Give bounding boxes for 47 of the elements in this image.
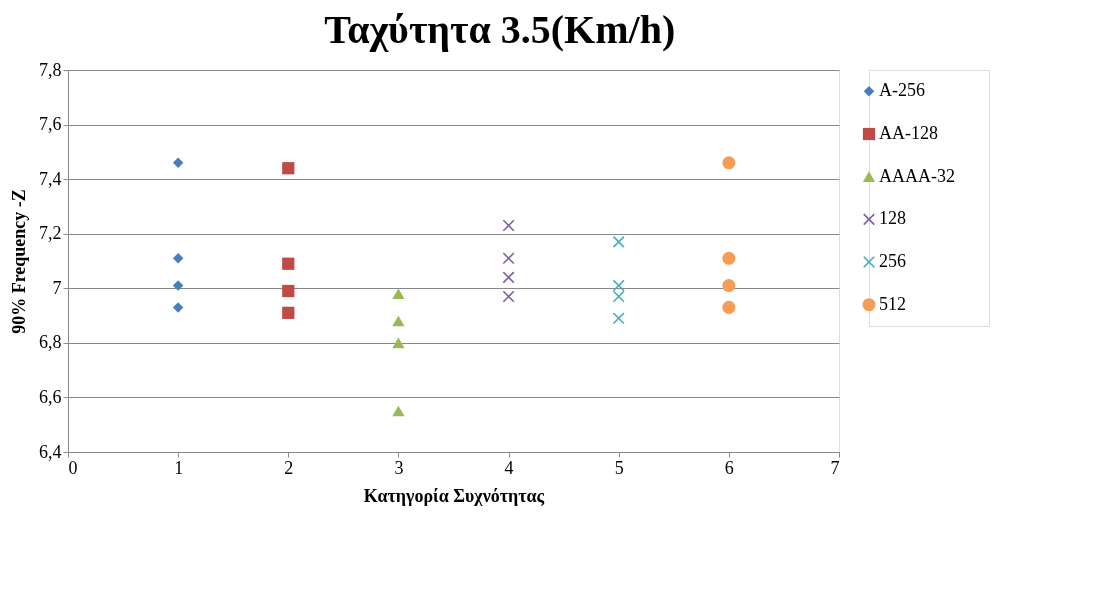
legend-label: 128 [879,208,906,229]
point [392,337,405,349]
y-tick-label: 6,4 [39,441,62,462]
point [172,302,184,313]
legend-label: A-256 [879,80,925,101]
x-axis-title: Κατηγορία Συχνότητας [363,485,545,506]
x-tick-label: 5 [614,457,624,478]
point [392,405,405,417]
point [722,251,736,265]
legend-label: AA-128 [879,123,938,143]
point [392,315,405,327]
point [722,300,736,314]
y-tick-label: 7,2 [39,223,62,244]
point [612,235,625,248]
legend-label: 256 [879,251,906,271]
point [722,156,736,170]
point [612,312,625,325]
y-tick-label: 7,4 [39,168,62,189]
x-tick-label: 6 [724,457,734,478]
point [282,306,295,319]
y-tick-label: 6,6 [39,386,62,407]
point [722,279,736,293]
point [502,252,515,265]
x-tick-label: 7 [830,457,840,478]
legend-label: 512 [879,293,906,314]
point [282,284,295,298]
legend-label: AAAA-32 [879,165,955,186]
point [172,157,184,169]
point [172,253,184,264]
x-tick-label: 4 [504,457,514,478]
point [502,271,515,284]
chart-title: Ταχύτητα 3.5(Km/h) [324,6,676,52]
y-tick-label: 7,6 [39,114,62,135]
x-tick-label: 2 [284,457,294,478]
y-tick-label: 7 [52,277,62,298]
point [502,290,515,303]
point [172,280,184,291]
x-tick-label: 1 [174,457,184,478]
point [392,288,405,300]
point [282,162,295,175]
point [502,219,515,232]
y-axis-title: 90% Frequency -Z [9,189,29,334]
point [282,257,295,270]
y-tick-label: 6,8 [39,332,62,353]
y-tick-label: 7,8 [39,59,62,80]
x-tick-label: 0 [68,457,78,478]
x-tick-label: 3 [394,457,404,478]
